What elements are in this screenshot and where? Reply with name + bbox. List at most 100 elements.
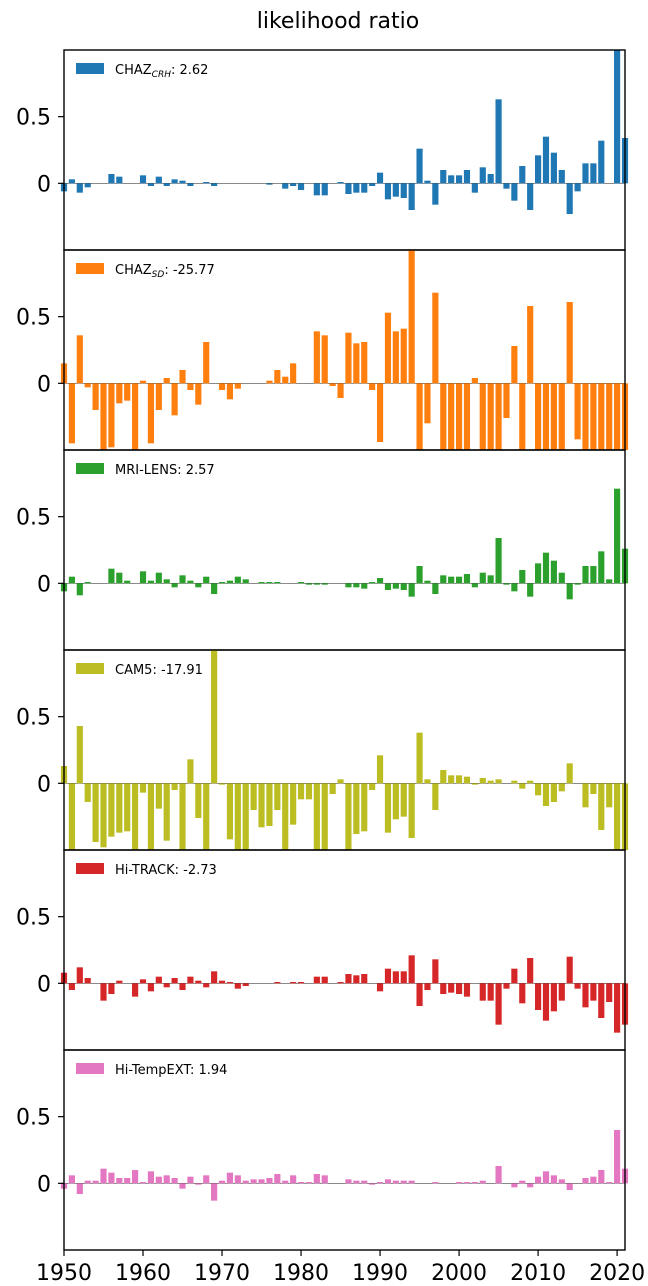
bar [203, 576, 210, 584]
bar [337, 383, 344, 398]
bar [242, 783, 249, 850]
bar [100, 1168, 107, 1184]
bar [132, 983, 139, 997]
bar [408, 1180, 415, 1184]
x-tick-label: 1950 [36, 1261, 92, 1286]
bar [171, 583, 178, 588]
bar [195, 980, 202, 984]
bar [92, 783, 99, 842]
bar [290, 982, 297, 984]
y-tick-label: 0 [37, 172, 51, 197]
bar [68, 383, 75, 444]
legend-label: MRI-LENS: 2.57 [115, 463, 215, 478]
bar [155, 572, 162, 584]
bar [108, 383, 115, 448]
bar [345, 783, 352, 850]
bar [511, 780, 518, 784]
bar [353, 183, 360, 193]
bar [606, 383, 613, 450]
bar [305, 783, 313, 800]
bar [68, 1175, 75, 1184]
panel-5: 0 0.5 Hi-TRACK: -2.73 [16, 849, 629, 1051]
bar [527, 1183, 534, 1188]
bar [116, 783, 123, 833]
bar [147, 783, 154, 850]
bar [424, 580, 431, 584]
bar [108, 983, 115, 994]
bar [258, 783, 265, 828]
x-tick-label: 1970 [194, 1261, 250, 1286]
bar [503, 383, 510, 418]
bar [313, 331, 320, 384]
bar [369, 183, 376, 186]
bar [550, 152, 557, 184]
bar [139, 380, 147, 384]
bar [424, 983, 431, 990]
bar [100, 383, 107, 450]
bar [282, 376, 289, 384]
bar [416, 983, 423, 1006]
bar [211, 1183, 218, 1201]
bar [511, 1183, 518, 1188]
bar [479, 167, 486, 184]
bar [590, 566, 597, 584]
bar [132, 783, 139, 850]
bar [566, 302, 573, 384]
bar [155, 383, 162, 410]
bar [84, 183, 91, 188]
bar [100, 783, 107, 848]
bar [503, 583, 510, 585]
bar [511, 583, 518, 592]
bar [432, 292, 439, 384]
bar [84, 1180, 91, 1184]
bar [147, 1171, 154, 1184]
bar [234, 783, 241, 850]
bar [179, 983, 186, 990]
bar [455, 775, 463, 784]
bar [305, 1182, 313, 1184]
bar [337, 982, 344, 984]
bar [424, 180, 431, 184]
bar [566, 956, 573, 984]
bar [163, 378, 170, 384]
bar [479, 572, 486, 584]
bar [132, 383, 139, 450]
bar [511, 968, 518, 984]
bar [582, 1178, 589, 1184]
bar [155, 176, 162, 184]
bar [171, 1178, 178, 1184]
bar [68, 179, 75, 184]
y-tick-label: 0.5 [16, 1106, 51, 1131]
bar [353, 343, 360, 384]
bar [448, 175, 455, 184]
bar [384, 783, 392, 833]
bar [392, 331, 399, 384]
bar [566, 1183, 573, 1190]
bar [542, 383, 550, 450]
bar [479, 1180, 486, 1184]
bar [321, 1175, 328, 1184]
bar [313, 183, 320, 196]
bar [76, 583, 83, 596]
y-tick-label: 0 [37, 372, 51, 397]
bar [116, 980, 123, 984]
x-tick-label: 1990 [352, 1261, 408, 1286]
bar [400, 328, 407, 384]
bar [345, 1179, 352, 1184]
bar [195, 1183, 202, 1185]
bar [479, 383, 486, 450]
bar [132, 1170, 139, 1184]
bar [550, 1175, 557, 1184]
bar [376, 983, 384, 992]
bar [139, 571, 147, 584]
bar [503, 183, 510, 189]
bar [218, 582, 226, 584]
bar [542, 783, 550, 806]
bar [487, 383, 494, 450]
bar [250, 783, 257, 810]
bar [234, 383, 241, 389]
bar [242, 1180, 249, 1184]
bar [416, 148, 423, 184]
bar [203, 1175, 210, 1184]
bar [361, 583, 368, 589]
